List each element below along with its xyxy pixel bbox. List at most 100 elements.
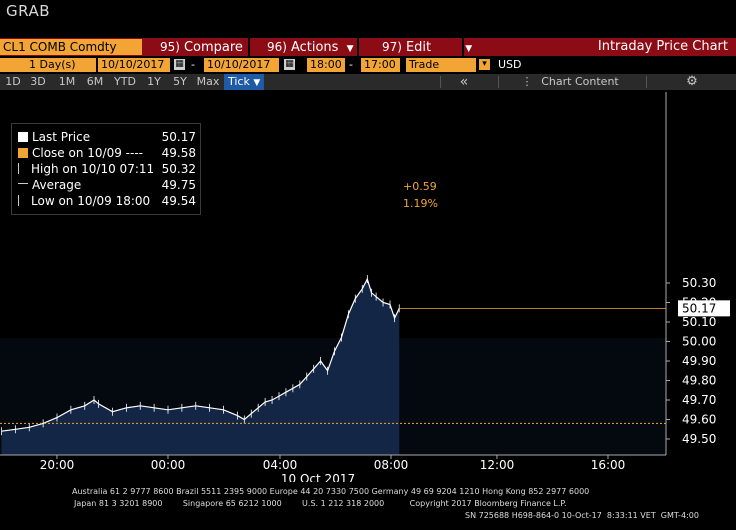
legend-label: High on 10/10 07:11 [31,162,155,176]
y-tick-label: 49.80 [682,374,716,388]
divider [248,38,250,56]
period-selector[interactable]: 1 Day(s) [0,58,96,72]
high-marker-icon [18,163,27,174]
start-time-field[interactable]: 18:00 [307,58,345,72]
last-price-tag: 50.17 [678,300,730,317]
legend-row-close: Close on 10/09 ---- 49.58 [18,145,198,161]
edit-number: 97) [382,40,402,54]
average-line-icon [18,183,28,185]
end-date-field[interactable]: 10/10/2017 [204,58,279,72]
range-toolbar [0,74,736,90]
collapse-button[interactable]: « [459,74,469,90]
reference-line-layer [0,307,666,424]
range-5y-button[interactable]: 5Y [173,75,187,88]
x-axis-date-label: 10 Oct 2017 [281,472,355,482]
y-tick-label: 49.50 [682,432,716,446]
expand-icon[interactable]: ⋮ [521,75,533,88]
change-percent: 1.19% [403,197,438,210]
range-6m-button[interactable]: 6M [86,75,104,88]
legend-label: Average [32,178,82,192]
gear-icon[interactable]: ⚙ [686,74,698,89]
chart-legend[interactable]: Last Price 50.17 Close on 10/09 ---- 49.… [11,123,201,215]
currency-label: USD [498,58,522,71]
compare-number: 95) [160,40,180,54]
period-count: 1 [29,58,36,71]
tick-label: Tick [228,75,250,88]
calendar-icon[interactable]: ▦ [284,59,295,70]
range-1y-button[interactable]: 1Y [147,75,161,88]
x-tick-label: 08:00 [374,458,409,472]
x-axis-ticks: 20:00 00:00 04:00 08:00 12:00 16:00 [40,455,626,472]
footer-session-info: SN 725688 H698-864-0 10-Oct-17 8:33:11 V… [465,511,699,520]
compare-button[interactable]: 95) Compare [160,39,243,55]
x-tick-label: 00:00 [151,458,186,472]
tick-dropdown[interactable]: Tick ▼ [224,74,265,90]
y-tick-label: 50.00 [682,335,716,349]
x-tick-label: 12:00 [480,458,515,472]
legend-value: 49.75 [161,178,196,192]
legend-value: 50.32 [161,162,196,176]
range-max-button[interactable]: Max [196,75,220,88]
legend-row-average: Average 49.75 [18,177,198,193]
legend-value: 49.54 [161,194,196,208]
x-tick-label: 16:00 [591,458,626,472]
divider [646,76,647,88]
actions-button[interactable]: 96) Actions ▼ [267,39,354,55]
range-1d-button[interactable]: 1D [5,75,21,88]
chevron-down-icon[interactable]: ▾ [479,59,490,70]
divider [440,76,441,88]
divider [462,38,464,56]
edit-button[interactable]: 97) Edit ▼ [382,39,472,55]
chart-content-button[interactable]: Chart Content [541,75,619,88]
field-select[interactable]: Trade [406,58,476,72]
last-price-tag-label: 50.17 [682,301,716,315]
start-date-field[interactable]: 10/10/2017 [98,58,170,72]
x-tick-label: 20:00 [40,458,75,472]
command-bar [0,38,736,56]
range-3d-button[interactable]: 3D [30,75,46,88]
time-range-dash: - [349,58,353,71]
calendar-icon[interactable]: ▦ [174,59,185,70]
edit-label: Edit [405,40,432,55]
orange-swatch-icon [18,148,28,158]
y-tick-label: 50.10 [682,315,716,329]
footer-contacts-copyright: Japan 81 3 3201 8900 Singapore 65 6212 1… [74,499,567,508]
footer-contacts: Australia 61 2 9777 8600 Brazil 5511 239… [72,487,590,496]
legend-label: Low on 10/09 18:00 [31,194,151,208]
ticker-field[interactable]: CL1 COMB Comdty [0,39,142,55]
range-ytd-button[interactable]: YTD [114,75,136,88]
chevron-down-icon: ▼ [253,78,261,88]
legend-value: 50.17 [161,130,196,144]
legend-label: Close on 10/09 ---- [32,146,143,160]
divider [357,38,359,56]
y-tick-label: 49.60 [682,413,716,427]
price-area [1,279,400,455]
white-swatch-icon [18,132,28,142]
range-1m-button[interactable]: 1M [58,75,76,88]
low-marker-icon [18,195,27,206]
price-line-layer [1,275,400,436]
price-chart[interactable]: 49.5049.6049.7049.8049.9050.0050.1050.20… [0,92,736,482]
window-title: GRAB [6,2,50,20]
legend-value: 49.58 [161,146,196,160]
edit-dropdown-icon: ▼ [465,44,473,54]
y-tick-label: 49.90 [682,354,716,368]
divider [498,76,499,88]
change-absolute: +0.59 [403,180,437,193]
legend-row-low: Low on 10/09 18:00 49.54 [18,193,198,209]
last-price-tag-box [678,300,730,317]
actions-number: 96) [267,40,287,54]
legend-row-last-price: Last Price 50.17 [18,129,198,145]
period-unit: Day(s) [39,58,76,71]
price-area-layer [1,279,400,455]
chart-title: Intraday Price Chart [597,39,728,54]
actions-dropdown-icon: ▼ [346,44,354,54]
end-time-field[interactable]: 17:00 [361,58,400,72]
legend-label: Last Price [32,130,91,144]
compare-label: Compare [183,40,243,55]
price-line [1,277,400,432]
date-range-dash: - [191,58,195,71]
actions-label: Actions [290,40,339,55]
y-tick-label: 49.70 [682,393,716,407]
y-tick-label: 50.30 [682,276,716,290]
